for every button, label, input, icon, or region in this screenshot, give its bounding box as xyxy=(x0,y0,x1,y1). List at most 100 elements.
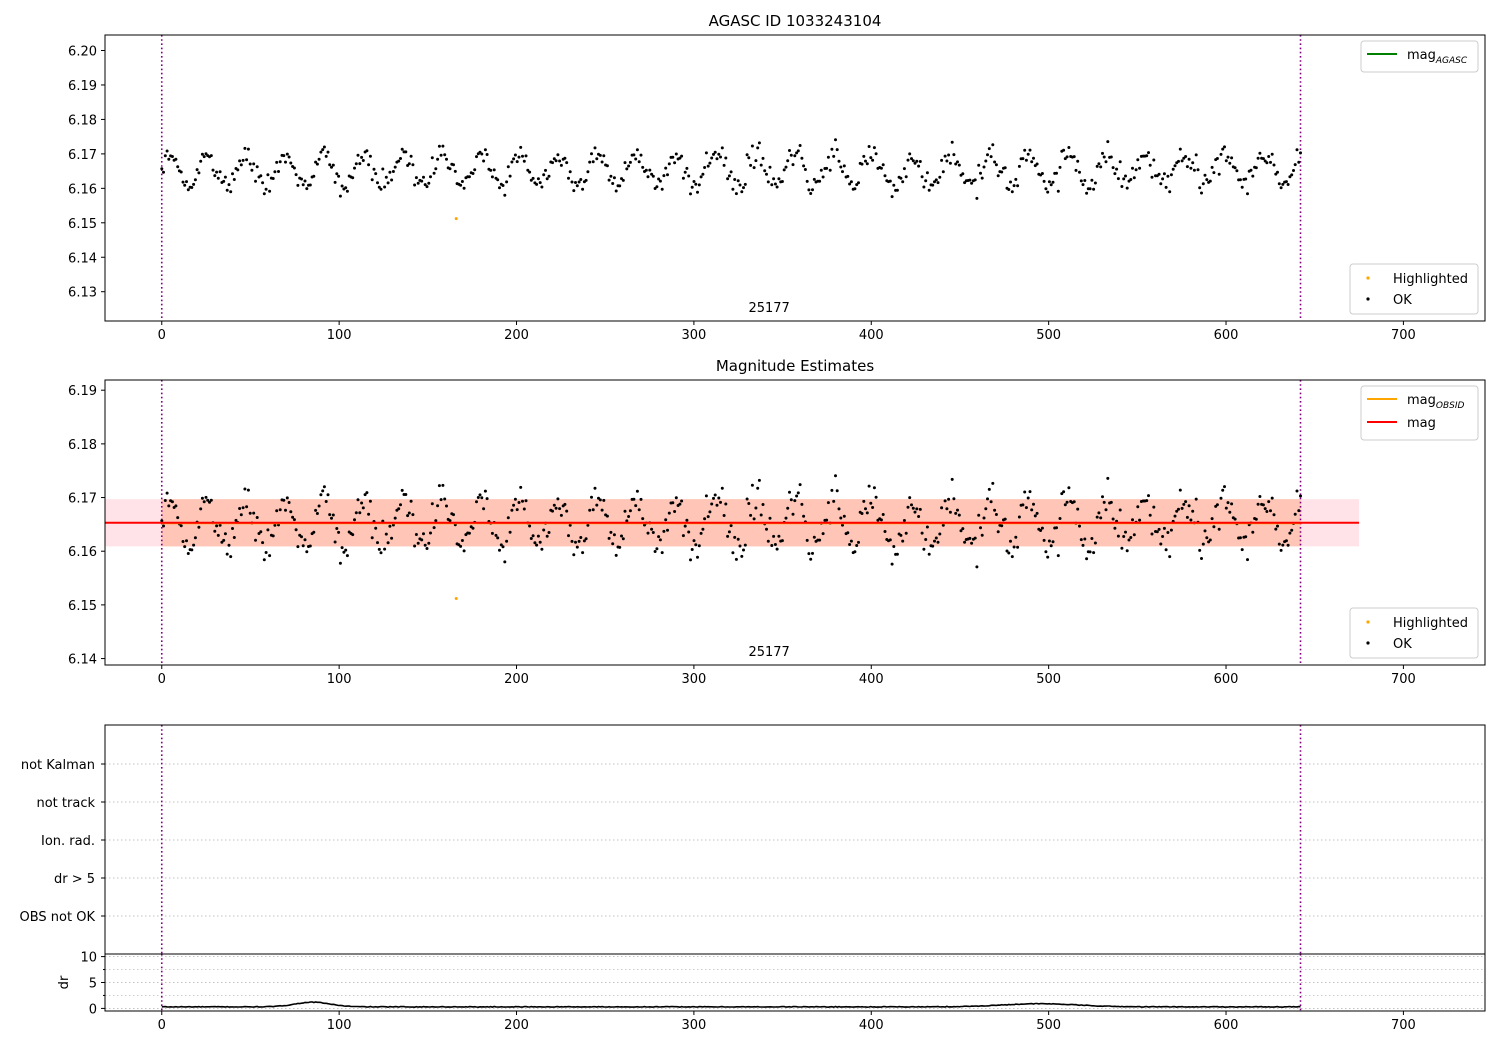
ok-data-point xyxy=(750,483,754,487)
ok-data-point xyxy=(165,149,169,153)
ok-data-point xyxy=(687,530,691,534)
ok-data-point xyxy=(952,497,956,501)
ok-data-point xyxy=(786,159,790,163)
ok-data-point xyxy=(494,533,498,537)
ok-data-point xyxy=(513,497,517,501)
ok-data-point xyxy=(292,518,296,522)
ok-data-point xyxy=(183,545,187,549)
ok-data-point xyxy=(581,551,585,555)
ok-data-point xyxy=(195,168,199,172)
ok-data-point xyxy=(453,169,457,173)
ok-data-point xyxy=(1115,167,1119,171)
ok-data-point xyxy=(618,184,622,188)
ok-data-point xyxy=(1056,554,1060,558)
ok-data-point xyxy=(770,183,774,187)
ok-data-point xyxy=(391,170,395,173)
ok-data-point xyxy=(572,553,576,557)
ok-data-point xyxy=(1299,151,1302,155)
ok-data-point xyxy=(625,519,629,523)
ok-data-point xyxy=(793,499,797,503)
ok-data-point xyxy=(459,544,463,548)
ok-data-point xyxy=(1215,157,1219,160)
ok-data-point xyxy=(689,558,692,562)
ok-data-point xyxy=(1049,183,1053,187)
ok-data-point xyxy=(1150,532,1154,536)
ok-data-point xyxy=(712,496,715,500)
ok-data-point xyxy=(531,534,535,538)
ok-data-point xyxy=(839,165,843,169)
ok-data-point xyxy=(241,158,245,162)
ok-data-point xyxy=(1223,485,1226,489)
ok-data-point xyxy=(591,508,595,512)
ok-data-point xyxy=(729,170,733,174)
ok-data-point xyxy=(563,156,567,160)
ok-data-point xyxy=(264,187,268,191)
ok-data-point xyxy=(434,167,438,171)
ok-data-point xyxy=(503,560,507,564)
ok-data-point xyxy=(1205,178,1209,182)
ok-data-point xyxy=(952,153,956,157)
flag-label: not track xyxy=(36,796,95,811)
ok-data-point xyxy=(372,167,376,171)
ok-data-point xyxy=(570,539,574,543)
ok-data-point xyxy=(1021,157,1025,161)
ok-data-point xyxy=(736,179,740,183)
ok-data-point xyxy=(888,179,892,183)
ok-data-point xyxy=(650,527,654,531)
ok-data-point xyxy=(908,496,912,500)
ok-data-point xyxy=(901,180,905,184)
ok-data-point xyxy=(848,543,852,546)
ok-data-point xyxy=(540,547,544,551)
ok-data-point xyxy=(1198,548,1202,552)
ok-data-point xyxy=(1028,148,1032,152)
ok-data-point xyxy=(1272,513,1276,517)
ok-data-point xyxy=(1065,155,1069,159)
ok-data-point xyxy=(1226,155,1230,159)
ok-data-point xyxy=(796,491,800,495)
ok-data-point xyxy=(977,513,981,517)
legend-points xyxy=(1349,607,1479,659)
ok-data-point xyxy=(770,544,774,547)
ok-data-point xyxy=(552,503,556,507)
ok-data-point xyxy=(404,150,408,154)
ok-data-point xyxy=(819,168,823,172)
ok-data-point xyxy=(842,164,846,168)
ok-data-point xyxy=(1198,186,1202,190)
ok-data-point xyxy=(261,181,265,185)
ok-data-point xyxy=(1042,179,1046,183)
ok-data-point xyxy=(1292,169,1295,172)
ok-data-point xyxy=(211,168,215,172)
ok-data-point xyxy=(759,163,763,167)
ok-data-point xyxy=(904,531,908,535)
ok-data-point xyxy=(397,507,401,511)
ok-data-point xyxy=(1131,518,1134,522)
y-tick-label: 6.20 xyxy=(68,45,97,60)
ok-data-point xyxy=(846,531,850,535)
flag-label: Ion. rad. xyxy=(41,834,95,849)
ok-data-point xyxy=(784,516,788,520)
ok-data-point xyxy=(344,548,348,552)
ok-data-point xyxy=(506,516,510,520)
ok-data-point xyxy=(1012,545,1016,549)
ok-data-point xyxy=(1297,509,1301,513)
y-tick-label: 5 xyxy=(89,977,97,992)
ok-data-point xyxy=(713,493,717,497)
ok-data-point xyxy=(1221,147,1225,151)
ok-data-point xyxy=(1246,558,1249,562)
ok-data-point xyxy=(922,547,926,551)
ok-data-point xyxy=(704,494,708,498)
y-tick-label: 6.16 xyxy=(68,545,97,560)
ok-data-point xyxy=(542,173,546,177)
ok-data-point xyxy=(759,513,763,517)
ok-data-point xyxy=(593,146,597,150)
ok-data-point xyxy=(989,155,993,159)
ok-data-point xyxy=(1136,158,1140,162)
ok-data-point xyxy=(262,192,266,196)
ok-data-point xyxy=(689,192,692,196)
ok-data-point xyxy=(655,547,659,551)
legend-point-label: OK xyxy=(1393,637,1412,652)
ok-data-point xyxy=(805,179,809,183)
ok-data-point xyxy=(680,499,684,503)
ok-data-point xyxy=(1085,557,1089,561)
ok-data-point xyxy=(641,165,645,169)
